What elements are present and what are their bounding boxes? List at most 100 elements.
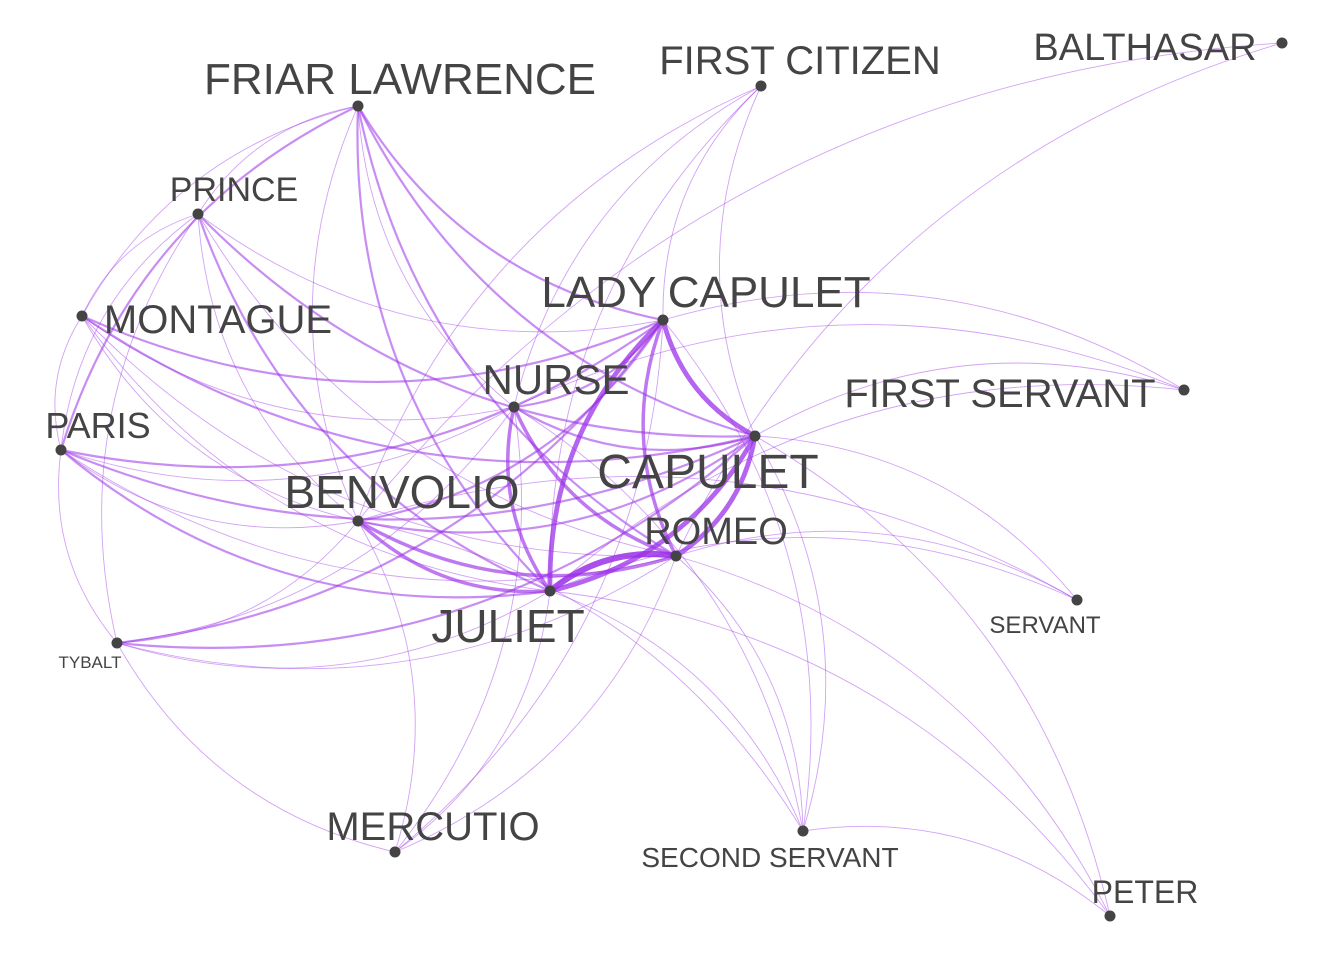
node-peter bbox=[1104, 910, 1116, 922]
edge-prince-benvolio bbox=[197, 213, 359, 522]
label-montague: MONTAGUE bbox=[104, 298, 332, 342]
edge-prince-montague bbox=[81, 213, 199, 317]
edge-nurse-juliet bbox=[506, 405, 552, 593]
label-balthasar: BALTHASAR bbox=[1033, 27, 1256, 69]
edge-first_citizen-nurse bbox=[513, 85, 762, 408]
edge-nurse-romeo bbox=[512, 405, 678, 558]
edge-montague-lady_capulet bbox=[80, 314, 665, 383]
label-romeo: ROMEO bbox=[644, 511, 788, 553]
edge-friar_lawrence-romeo bbox=[356, 104, 678, 558]
edge-layer bbox=[54, 42, 1283, 917]
edge-first_servant-nurse bbox=[513, 324, 1185, 408]
edge-montague-juliet bbox=[81, 315, 551, 592]
edge-tybalt-nurse bbox=[116, 406, 515, 644]
edge-second_servant-juliet bbox=[549, 590, 804, 832]
edge-peter-capulet bbox=[754, 435, 1111, 917]
edge-servant-romeo bbox=[675, 530, 1078, 601]
edge-montague-romeo bbox=[81, 315, 677, 557]
edge-paris-romeo bbox=[60, 449, 677, 582]
node-friar-lawrence bbox=[352, 100, 364, 112]
edge-mercutio-nurse bbox=[394, 406, 522, 853]
edge-montague-capulet bbox=[80, 314, 757, 464]
edge-peter-juliet bbox=[549, 590, 1111, 917]
edge-friar_lawrence-prince bbox=[197, 105, 359, 215]
edge-friar_lawrence-lady_capulet bbox=[356, 104, 665, 322]
edge-paris-nurse bbox=[60, 406, 515, 482]
edge-first_citizen-juliet bbox=[549, 85, 762, 592]
edge-romeo-juliet bbox=[546, 551, 680, 595]
edge-lady_capulet-romeo bbox=[641, 318, 678, 558]
edge-second_servant-romeo bbox=[675, 555, 804, 832]
edge-balthasar-romeo bbox=[675, 42, 1283, 557]
edge-first_servant-capulet bbox=[754, 362, 1185, 437]
edge-prince-lady_capulet bbox=[197, 213, 664, 333]
edge-tybalt-mercutio bbox=[116, 642, 396, 853]
edge-second_servant-capulet bbox=[754, 435, 827, 832]
edge-paris-benvolio bbox=[60, 449, 359, 529]
node-first-servant bbox=[1178, 384, 1190, 396]
edge-prince-tybalt bbox=[101, 213, 199, 644]
edge-friar_lawrence-benvolio bbox=[312, 105, 359, 522]
edge-second_servant-nurse bbox=[513, 406, 804, 832]
edge-mercutio-lady_capulet bbox=[394, 319, 664, 853]
edge-tybalt-juliet bbox=[116, 590, 551, 669]
edge-first_servant-lady_capulet bbox=[662, 291, 1185, 391]
edge-juliet-capulet bbox=[547, 433, 758, 594]
edge-friar_lawrence-juliet bbox=[356, 104, 552, 593]
label-paris: PARIS bbox=[45, 405, 150, 446]
node-nurse bbox=[508, 401, 520, 413]
edge-prince-capulet bbox=[196, 212, 757, 438]
edge-paris-juliet bbox=[59, 448, 552, 599]
label-nurse: NURSE bbox=[482, 356, 629, 403]
label-friar-lawrence: FRIAR LAWRENCE bbox=[204, 55, 596, 104]
edge-friar_lawrence-montague bbox=[81, 105, 359, 317]
edge-benvolio-capulet bbox=[356, 434, 757, 534]
label-layer: FRIAR LAWRENCE FIRST CITIZEN BALTHASAR PRIN… bbox=[45, 27, 1256, 910]
node-first-citizen bbox=[755, 80, 767, 92]
label-prince: PRINCE bbox=[170, 171, 298, 209]
node-montague bbox=[76, 310, 88, 322]
label-servant: SERVANT bbox=[989, 612, 1100, 639]
edge-first_servant-juliet bbox=[549, 384, 1185, 592]
node-servant bbox=[1071, 594, 1083, 606]
edge-paris-tybalt bbox=[58, 449, 118, 644]
label-benvolio: BENVOLIO bbox=[284, 466, 519, 518]
label-mercutio: MERCUTIO bbox=[326, 805, 539, 849]
node-balthasar bbox=[1276, 37, 1288, 49]
edge-montague-benvolio bbox=[81, 315, 359, 522]
label-juliet: JULIET bbox=[431, 600, 584, 652]
edge-montague-nurse bbox=[81, 315, 515, 421]
label-second-servant: SECOND SERVANT bbox=[641, 842, 898, 873]
edge-paris-capulet bbox=[59, 434, 757, 521]
node-lady-capulet bbox=[657, 314, 669, 326]
edge-mercutio-benvolio bbox=[357, 520, 416, 853]
label-tybalt: TYBALT bbox=[59, 653, 122, 672]
label-lady-capulet: LADY CAPULET bbox=[541, 268, 870, 317]
edge-servant-juliet bbox=[549, 537, 1078, 601]
node-paris bbox=[55, 444, 67, 456]
edge-montague-paris bbox=[54, 315, 83, 451]
edge-romeo-capulet bbox=[673, 433, 758, 559]
edge-lady_capulet-juliet bbox=[547, 317, 666, 594]
edge-tybalt-lady_capulet bbox=[115, 318, 665, 645]
edge-tybalt-benvolio bbox=[116, 520, 359, 644]
edge-mercutio-romeo bbox=[394, 555, 677, 853]
edge-tybalt-romeo bbox=[116, 555, 677, 670]
edge-friar_lawrence-paris bbox=[59, 104, 360, 452]
edge-benvolio-juliet bbox=[356, 519, 552, 594]
node-benvolio bbox=[352, 515, 364, 527]
edge-friar_lawrence-capulet bbox=[356, 104, 757, 438]
edge-peter-romeo bbox=[675, 555, 1111, 917]
edge-prince-romeo bbox=[197, 213, 677, 557]
edge-paris-lady_capulet bbox=[59, 318, 665, 469]
edge-balthasar-benvolio bbox=[357, 42, 1283, 522]
label-first-citizen: FIRST CITIZEN bbox=[659, 39, 940, 83]
node-prince bbox=[192, 208, 204, 220]
label-first-servant: FIRST SERVANT bbox=[844, 372, 1155, 416]
edge-prince-juliet bbox=[196, 212, 552, 593]
label-peter: PETER bbox=[1092, 874, 1199, 910]
edge-peter-second_servant bbox=[802, 825, 1111, 917]
edge-lady_capulet-capulet bbox=[660, 317, 758, 439]
node-capulet bbox=[749, 430, 761, 442]
